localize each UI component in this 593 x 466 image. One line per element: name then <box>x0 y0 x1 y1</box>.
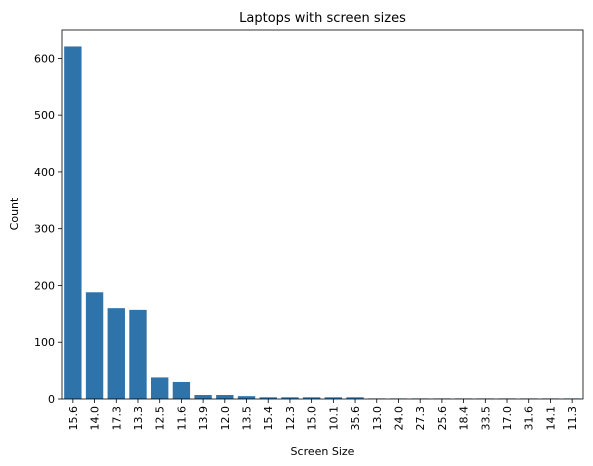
bar-14.0 <box>85 292 104 399</box>
x-tick-label: 14.1 <box>544 406 557 431</box>
x-tick-label: 13.3 <box>132 406 145 431</box>
bar-10.1 <box>324 397 343 399</box>
y-tick-label: 600 <box>34 52 55 65</box>
x-tick-label: 18.4 <box>458 406 471 431</box>
x-tick-label: 15.0 <box>306 406 319 431</box>
x-tick-label: 24.0 <box>392 406 405 431</box>
x-tick-label: 11.3 <box>566 406 579 431</box>
x-tick-label: 13.0 <box>371 406 384 431</box>
x-tick-label: 10.1 <box>327 406 340 431</box>
bar-15.6 <box>64 46 82 400</box>
y-tick-label: 0 <box>48 393 55 406</box>
x-tick-label: 33.5 <box>479 406 492 431</box>
y-tick-label: 200 <box>34 279 55 292</box>
bar-11.6 <box>172 381 191 399</box>
x-tick-label: 15.6 <box>67 406 80 431</box>
bar-12.5 <box>151 377 169 399</box>
bars-group <box>64 46 581 400</box>
bar-13.3 <box>129 309 147 399</box>
x-tick-label: 12.0 <box>219 406 232 431</box>
bar-15.4 <box>259 397 277 399</box>
plot-frame <box>61 29 584 400</box>
bar-15.0 <box>302 397 321 399</box>
chart-title: Laptops with screen sizes <box>239 11 406 26</box>
bar-13.9 <box>194 395 212 399</box>
x-tick-label: 35.6 <box>349 406 362 431</box>
x-tick-label: 25.6 <box>436 406 449 431</box>
y-axis-ticks: 0 100 200 300 400 500 600 <box>34 52 62 406</box>
x-tick-label: 11.6 <box>175 406 188 431</box>
bar-12.3 <box>281 397 299 399</box>
bar-35.6 <box>346 397 364 399</box>
x-tick-label: 13.9 <box>197 406 210 431</box>
y-tick-label: 400 <box>34 166 55 179</box>
x-axis-label: Screen Size <box>291 445 355 458</box>
y-tick-label: 300 <box>34 223 55 236</box>
bar-13.5 <box>237 396 256 399</box>
bar-12.0 <box>216 395 234 399</box>
x-tick-label: 17.3 <box>110 406 123 431</box>
x-tick-label: 13.5 <box>241 406 254 431</box>
bar-17.3 <box>107 308 125 399</box>
y-tick-label: 100 <box>34 336 55 349</box>
x-tick-label: 12.3 <box>284 406 297 431</box>
x-axis-ticks: 15.6 14.0 17.3 13.3 12.5 11.6 13.9 12.0 13.5 15.4… <box>67 399 579 431</box>
x-tick-label: 15.4 <box>262 406 275 431</box>
x-tick-label: 27.3 <box>414 406 427 431</box>
x-tick-label: 12.5 <box>154 406 167 431</box>
x-tick-label: 14.0 <box>89 406 102 431</box>
x-tick-label: 17.0 <box>501 406 514 431</box>
x-tick-label: 31.6 <box>523 406 536 431</box>
y-axis-label: Count <box>8 197 21 230</box>
y-tick-label: 500 <box>34 109 55 122</box>
